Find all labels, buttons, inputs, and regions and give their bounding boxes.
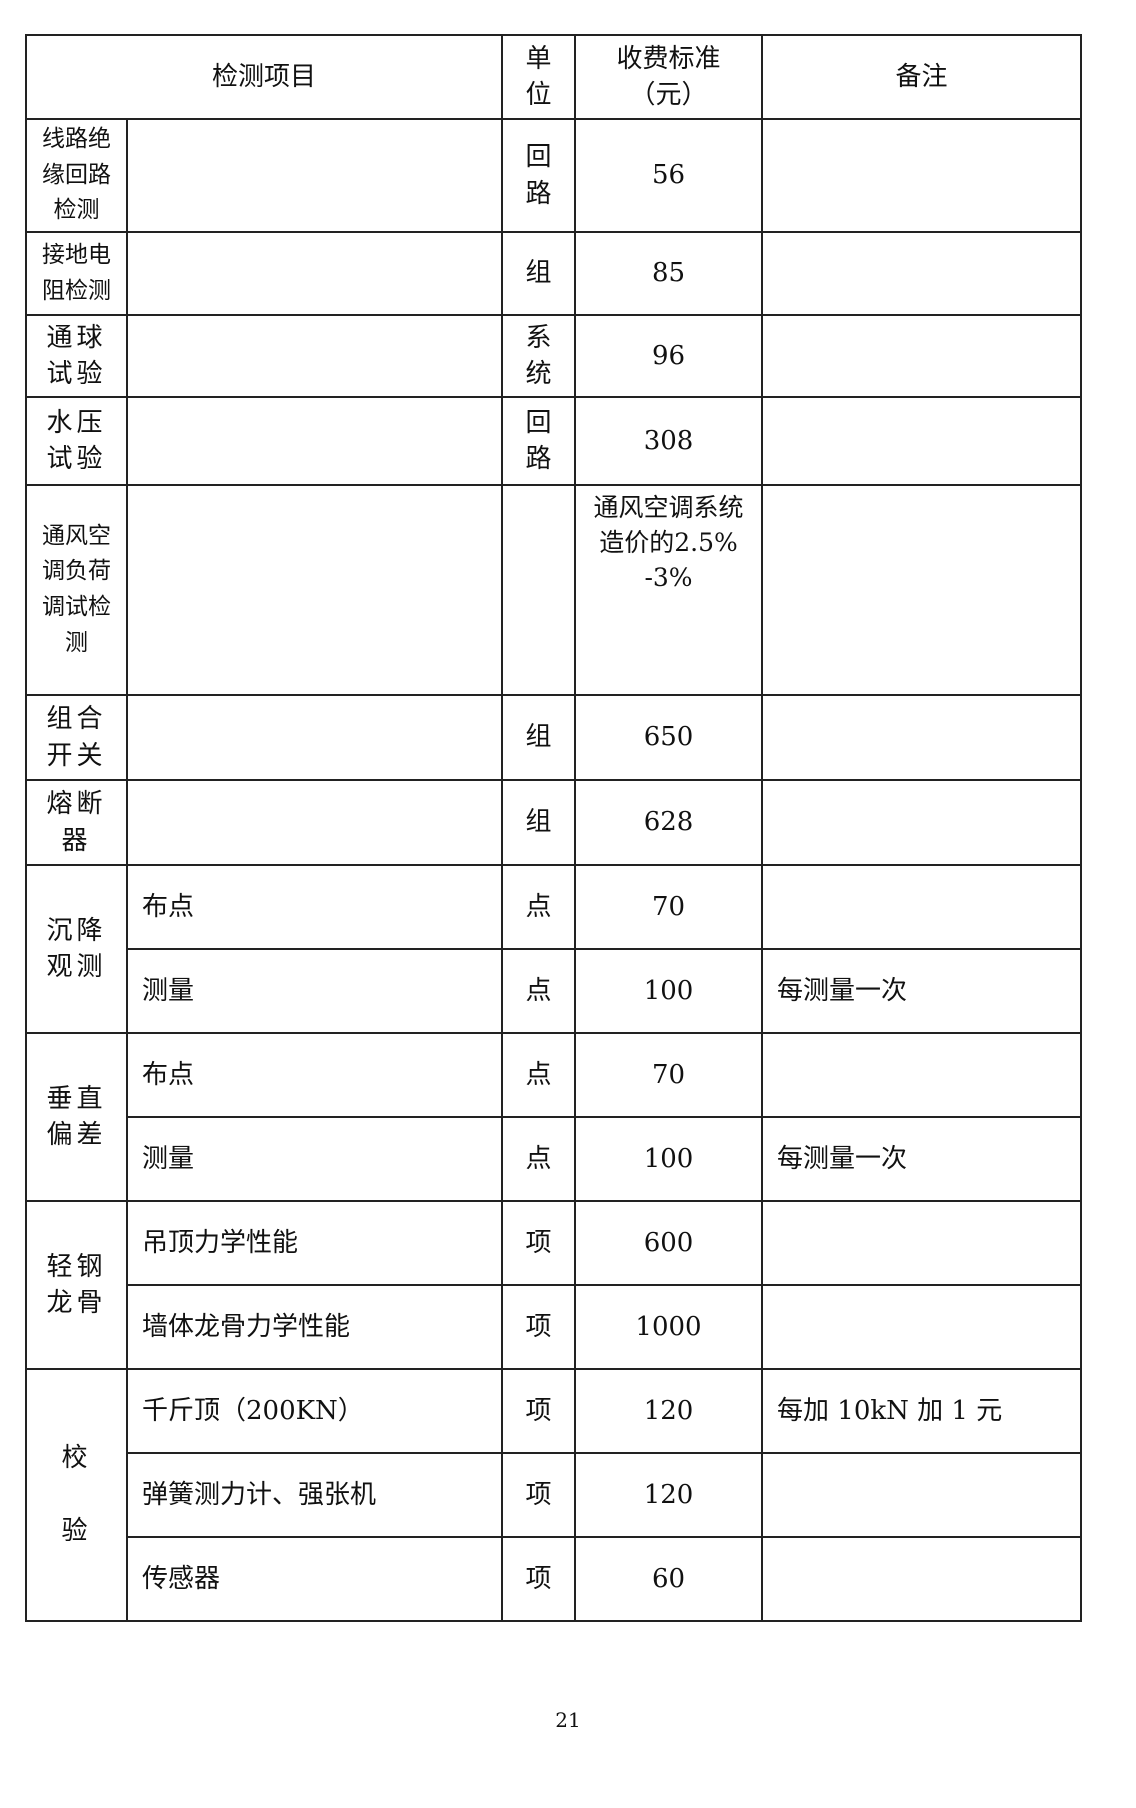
item-subitem <box>125 231 504 316</box>
item-note: 每测量一次 <box>761 948 1083 1034</box>
page-number: 21 <box>555 1708 581 1732</box>
item-category: 线路绝 缘回路 检测 <box>25 118 128 233</box>
item-unit: 项 <box>501 1452 577 1538</box>
group-category: 校 验 <box>25 1368 128 1622</box>
header-row: 检测项目 单 位 收费标准 （元） 备注 <box>24 34 1083 120</box>
group-category: 垂直 偏差 <box>25 1032 128 1202</box>
item-subitem <box>125 314 504 398</box>
table-row: 测量点 100 每测量一次 <box>26 1116 1083 1202</box>
item-fee: 1000 <box>574 1284 764 1370</box>
item-fee: 70 <box>574 1032 764 1118</box>
header-fee: 收费标准 （元） <box>574 34 764 120</box>
item-unit: 项 <box>501 1200 577 1286</box>
item-category: 通球 试验 <box>25 314 128 398</box>
item-subitem: 弹簧测力计、强张机 <box>125 1452 504 1538</box>
item-subitem <box>125 396 504 486</box>
item-note <box>761 1452 1083 1538</box>
fee-table: 检测项目 单 位 收费标准 （元） 备注 线路绝 缘回路 检测回 路 56 接地电 … <box>24 34 1083 1622</box>
item-note <box>761 396 1083 486</box>
item-fee: 70 <box>574 864 764 950</box>
item-unit: 组 <box>501 231 577 316</box>
item-subitem <box>125 779 504 866</box>
item-fee: 650 <box>574 694 764 781</box>
item-fee: 56 <box>574 118 764 233</box>
item-category: 熔断 器 <box>25 779 128 866</box>
item-note: 每加 10kN 加 1 元 <box>761 1368 1083 1454</box>
item-subitem <box>125 118 504 233</box>
item-fee: 100 <box>574 1116 764 1202</box>
table-row: 测量点 100 每测量一次 <box>26 948 1083 1034</box>
item-note <box>761 118 1083 233</box>
item-note <box>761 694 1083 781</box>
header-item: 检测项目 <box>24 34 504 120</box>
item-note <box>761 1284 1083 1370</box>
table-row: 线路绝 缘回路 检测 回 路 56 <box>25 118 1083 233</box>
table-row: 弹簧测力计、强张机项 120 <box>26 1452 1083 1538</box>
item-fee: 100 <box>574 948 764 1034</box>
item-fee: 96 <box>574 314 764 398</box>
item-category: 通风空 调负荷 调试检 测 <box>25 484 128 696</box>
item-note <box>761 484 1083 696</box>
item-fee: 600 <box>574 1200 764 1286</box>
header-unit: 单 位 <box>501 34 577 120</box>
table-row: 传感器项 60 <box>26 1536 1083 1622</box>
item-note <box>761 231 1083 316</box>
item-unit: 回 路 <box>501 396 577 486</box>
item-note <box>761 1200 1083 1286</box>
item-subitem: 墙体龙骨力学性能 <box>125 1284 504 1370</box>
group-category: 轻钢 龙骨 <box>25 1200 128 1370</box>
item-subitem <box>125 694 504 781</box>
item-fee: 120 <box>574 1368 764 1454</box>
item-unit: 回 路 <box>501 118 577 233</box>
table-row: 接地电 阻检测 组 85 <box>25 231 1083 316</box>
item-fee: 628 <box>574 779 764 866</box>
table-row: 校 验千斤顶（200KN）项 120 每加 10kN 加 1 元 <box>25 1368 1083 1622</box>
item-unit: 点 <box>501 1032 577 1118</box>
item-subitem <box>125 484 504 696</box>
table-row: 熔断 器 组 628 <box>25 779 1083 866</box>
item-unit: 点 <box>501 948 577 1034</box>
group-category: 沉降 观测 <box>25 864 128 1034</box>
table-row: 墙体龙骨力学性能项 1000 <box>26 1284 1083 1370</box>
item-fee: 通风空调系统 造价的2.5% -3% <box>574 484 764 696</box>
item-note <box>761 314 1083 398</box>
table-row: 组合 开关 组 650 <box>25 694 1083 781</box>
item-fee: 85 <box>574 231 764 316</box>
table-row: 垂直 偏差 布点点 70 <box>25 1032 1083 1202</box>
item-fee: 60 <box>574 1536 764 1622</box>
table-row: 水压 试验 回 路 308 <box>25 396 1083 486</box>
item-unit: 点 <box>501 864 577 950</box>
table-row: 沉降 观测 布点点 70 <box>25 864 1083 1034</box>
item-unit: 系 统 <box>501 314 577 398</box>
table-row: 通风空 调负荷 调试检 测 通风空调系统 造价的2.5% -3% <box>25 484 1083 696</box>
item-unit: 组 <box>501 694 577 781</box>
item-unit: 点 <box>501 1116 577 1202</box>
item-category: 水压 试验 <box>25 396 128 486</box>
item-subitem: 布点 <box>125 864 504 950</box>
item-fee: 120 <box>574 1452 764 1538</box>
item-unit <box>501 484 577 696</box>
item-unit: 项 <box>501 1368 577 1454</box>
item-note <box>761 1536 1083 1622</box>
item-note: 每测量一次 <box>761 1116 1083 1202</box>
item-category: 接地电 阻检测 <box>25 231 128 316</box>
item-subitem: 测量 <box>125 948 504 1034</box>
item-subitem: 千斤顶（200KN） <box>125 1368 504 1454</box>
item-subitem: 吊顶力学性能 <box>125 1200 504 1286</box>
table-row: 轻钢 龙骨 吊顶力学性能项 600 <box>25 1200 1083 1370</box>
item-unit: 组 <box>501 779 577 866</box>
item-unit: 项 <box>501 1284 577 1370</box>
item-subitem: 测量 <box>125 1116 504 1202</box>
item-category: 组合 开关 <box>25 694 128 781</box>
item-subitem: 传感器 <box>125 1536 504 1622</box>
table-row: 通球 试验 系 统 96 <box>25 314 1083 398</box>
item-unit: 项 <box>501 1536 577 1622</box>
header-note: 备注 <box>761 34 1083 120</box>
item-note <box>761 864 1083 950</box>
item-note <box>761 779 1083 866</box>
item-note <box>761 1032 1083 1118</box>
item-fee: 308 <box>574 396 764 486</box>
item-subitem: 布点 <box>125 1032 504 1118</box>
